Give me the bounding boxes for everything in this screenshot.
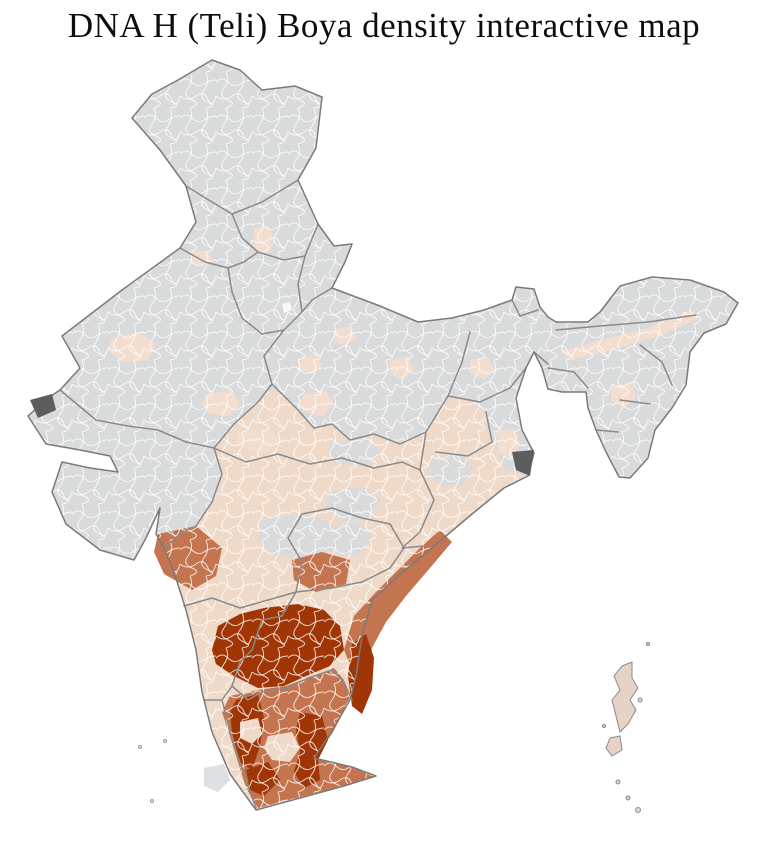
island-dots[interactable]: [602, 642, 650, 813]
lakshadweep-islands[interactable]: [138, 739, 167, 803]
island-andaman-south[interactable]: [605, 735, 623, 757]
region-coastal-andhra-medium[interactable]: [344, 530, 452, 676]
sir-creek-mark: [30, 394, 56, 418]
page-title: DNA H (Teli) Boya density interactive ma…: [67, 6, 701, 45]
national-outline: [27, 59, 739, 811]
district-borders-overlay: [28, 60, 738, 810]
region-kerala-gray[interactable]: [204, 764, 230, 792]
state-borders: [59, 179, 697, 809]
andaman-nicobar-islands[interactable]: [602, 642, 650, 813]
island-andaman-main[interactable]: [611, 661, 639, 733]
sundarbans-delta-mark: [512, 450, 534, 476]
